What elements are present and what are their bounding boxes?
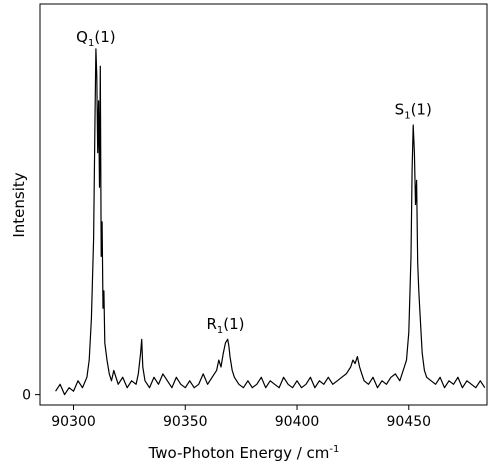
peak-label-letter: R [206, 315, 216, 333]
peak-label-letter: Q [76, 28, 88, 46]
y-ticks: 0 [22, 388, 40, 404]
peak-label-r: R1(1) [206, 315, 244, 336]
plot-frame [39, 3, 488, 406]
x-ticks: 90300 90350 90400 90450 [51, 405, 431, 430]
peak-label-s: S1(1) [395, 101, 432, 122]
peak-label-rest: (1) [223, 315, 244, 333]
peak-label-rest: (1) [411, 101, 432, 119]
x-tick-label: 90400 [275, 414, 320, 430]
peak-label-rest: (1) [94, 28, 115, 46]
peak-label-subscript: 1 [88, 38, 94, 49]
peak-annotations: Q1(1)R1(1)S1(1) [76, 28, 432, 336]
x-axis-title-superscript: -1 [329, 444, 339, 455]
x-tick-label: 90450 [387, 414, 432, 430]
y-axis-title: Intensity [10, 172, 28, 237]
peak-label-subscript: 1 [404, 111, 410, 122]
peak-label-q: Q1(1) [76, 28, 115, 49]
peak-label-letter: S [395, 101, 405, 119]
x-axis-title: Two-Photon Energy / cm-1 [148, 444, 340, 462]
x-axis-title-text: Two-Photon Energy / cm [148, 444, 330, 462]
spectrum-line [55, 48, 486, 396]
x-tick-label: 90300 [51, 414, 96, 430]
peak-label-subscript: 1 [217, 325, 223, 336]
y-tick-label: 0 [22, 388, 31, 404]
x-tick-label: 90350 [163, 414, 208, 430]
